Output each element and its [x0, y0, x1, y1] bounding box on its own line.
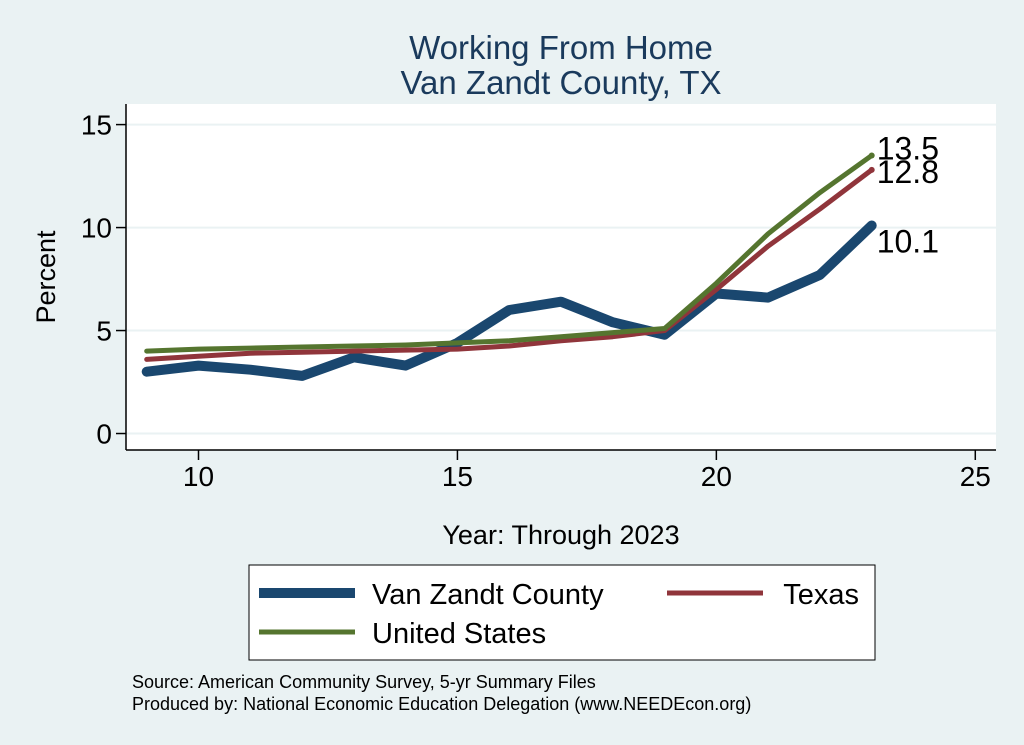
chart-subtitle: Van Zandt County, TX [400, 64, 721, 101]
chart-title: Working From Home [409, 29, 713, 66]
y-tick-label-0: 0 [96, 419, 112, 450]
end-point-texas [868, 166, 875, 173]
y-tick-label-10: 10 [81, 213, 112, 244]
end-label-united-states: 13.5 [877, 130, 939, 166]
x-tick-label-25: 25 [960, 461, 991, 492]
end-point-united-states [868, 152, 875, 159]
end-label-van-zandt: 10.1 [877, 224, 939, 260]
axes: 0 5 10 15 10 15 20 25 [81, 104, 996, 492]
legend-label-united-states: United States [372, 618, 546, 650]
x-tick-label-10: 10 [183, 461, 214, 492]
end-point-van-zandt [868, 222, 875, 229]
plot-area [126, 104, 996, 450]
y-tick-label-15: 15 [81, 110, 112, 141]
y-tick-label-5: 5 [96, 316, 112, 347]
producer-line: Produced by: National Economic Education… [132, 694, 751, 714]
series-lines [141, 152, 877, 381]
series-line-united-states [144, 153, 875, 354]
x-tick-label-15: 15 [442, 461, 473, 492]
series-line-van-zandt [141, 220, 877, 381]
legend: Van Zandt County Texas United States [248, 564, 876, 661]
gridlines [126, 123, 996, 435]
source-line: Source: American Community Survey, 5-yr … [132, 672, 596, 692]
end-label-texas: 12.8 [877, 154, 939, 190]
y-axis-title: Percent [31, 230, 61, 324]
end-labels: 10.1 12.813.5 [877, 130, 939, 259]
legend-box [248, 564, 876, 661]
legend-label-texas: Texas [783, 579, 859, 611]
legend-label-van-zandt: Van Zandt County [372, 579, 604, 611]
x-tick-label-20: 20 [701, 461, 732, 492]
series-line-texas [144, 167, 875, 362]
x-axis-title: Year: Through 2023 [442, 520, 679, 550]
